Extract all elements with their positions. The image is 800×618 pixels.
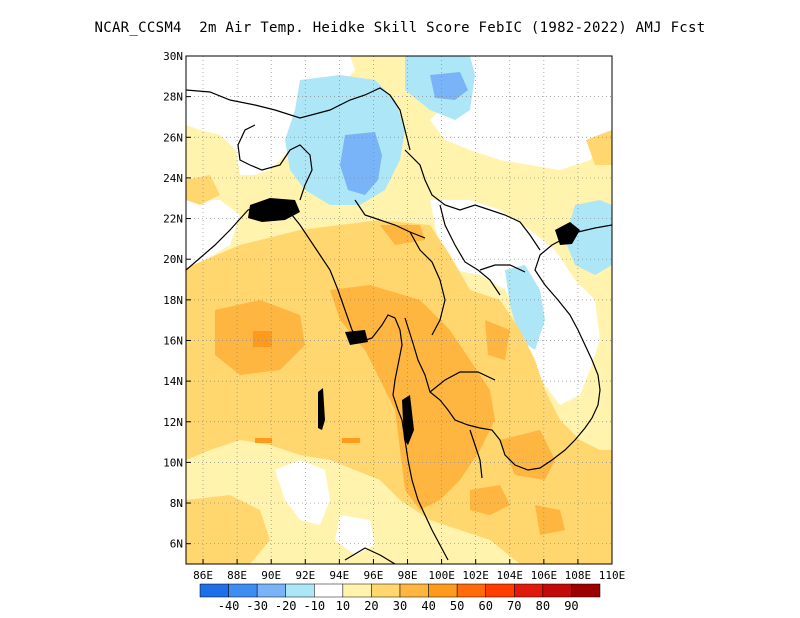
lon-tick-label: 102E [462, 569, 489, 582]
field-yellow-northeast [586, 130, 612, 165]
lat-tick-label: 20N [163, 253, 183, 266]
lat-tick-label: 6N [170, 538, 183, 551]
legend-swatch [371, 583, 401, 598]
field-lightblue-east [565, 200, 612, 275]
lon-tick-label: 106E [531, 569, 558, 582]
legend-swatch [285, 583, 315, 598]
legend-swatch [342, 583, 372, 598]
legend-label: -10 [303, 599, 325, 613]
legend-swatch [399, 583, 429, 598]
chart-title: NCAR_CCSM4 2m Air Temp. Heidke Skill Sco… [94, 20, 706, 36]
legend-label: 70 [507, 599, 521, 613]
legend-swatch [542, 583, 572, 598]
legend-label: 20 [364, 599, 378, 613]
legend-label: -40 [218, 599, 240, 613]
legend-label: 50 [450, 599, 464, 613]
field-orange-myanmar-thailand [330, 285, 495, 510]
field-blue-north [430, 72, 468, 100]
legend-swatch [571, 583, 601, 598]
lat-tick-label: 10N [163, 456, 183, 469]
lat-tick-label: 30N [163, 50, 183, 63]
field-orange-south [535, 505, 565, 535]
field-white-west [186, 200, 240, 268]
legend-label: 40 [421, 599, 435, 613]
lon-tick-label: 88E [227, 569, 247, 582]
field-darkorange-a [255, 438, 272, 443]
islands [248, 198, 580, 445]
legend-swatch [228, 583, 258, 598]
legend-label: 60 [478, 599, 492, 613]
legend-swatch [456, 583, 486, 598]
lon-tick-label: 110E [599, 569, 626, 582]
lat-tick-label: 12N [163, 416, 183, 429]
lat-tick-label: 8N [170, 497, 183, 510]
lat-tick-label: 14N [163, 375, 183, 388]
field-white-ocean [275, 460, 330, 525]
field-yellow-southwest [186, 495, 270, 564]
lat-tick-label: 22N [163, 213, 183, 226]
field-orange-east [485, 320, 510, 360]
field-orange-north [380, 225, 425, 245]
longitude-axis: 86E 88E 90E 92E 94E 96E 98E 100E 102E 104E 106E 108… [193, 559, 625, 582]
legend-label: -30 [246, 599, 268, 613]
field-darkorange-b [342, 438, 360, 443]
lon-tick-label: 104E [497, 569, 524, 582]
legend-label: 90 [564, 599, 578, 613]
legend-label: -20 [275, 599, 297, 613]
legend-swatch [256, 583, 286, 598]
lon-tick-label: 108E [565, 569, 592, 582]
legend-label: 10 [336, 599, 350, 613]
lon-tick-label: 94E [329, 569, 349, 582]
legend-swatch [485, 583, 515, 598]
legend-swatch [314, 583, 344, 598]
lon-tick-label: 96E [364, 569, 384, 582]
legend-swatch [199, 583, 229, 598]
lat-tick-label: 28N [163, 91, 183, 104]
legend-label: 30 [393, 599, 407, 613]
lat-tick-label: 16N [163, 334, 183, 347]
field-lightblue-laos [505, 265, 545, 350]
lon-tick-label: 92E [295, 569, 315, 582]
grid-lines [186, 56, 612, 564]
lon-tick-label: 90E [261, 569, 281, 582]
score-field [186, 56, 612, 564]
lon-tick-label: 100E [428, 569, 455, 582]
field-darkorange-bay [253, 331, 272, 347]
lat-tick-label: 26N [163, 131, 183, 144]
latitude-axis: 6N 8N 10N 12N 14N 16N 18N 20N 22N 24N 26N 28N 30N [163, 50, 191, 551]
lon-tick-label: 98E [398, 569, 418, 582]
lat-tick-label: 24N [163, 172, 183, 185]
lat-tick-label: 18N [163, 294, 183, 307]
legend-swatch [514, 583, 544, 598]
plot-frame [185, 55, 613, 565]
field-orange-gulf [470, 485, 510, 515]
color-legend: -40 -30 -20 -10 10 20 30 40 50 60 70 80 90 [199, 583, 601, 613]
field-yellow-northwest [186, 175, 220, 205]
field-white-ocean-2 [335, 515, 375, 555]
lon-tick-label: 86E [193, 569, 213, 582]
legend-swatch [428, 583, 458, 598]
legend-label: 80 [536, 599, 550, 613]
field-blue-central [340, 132, 382, 195]
